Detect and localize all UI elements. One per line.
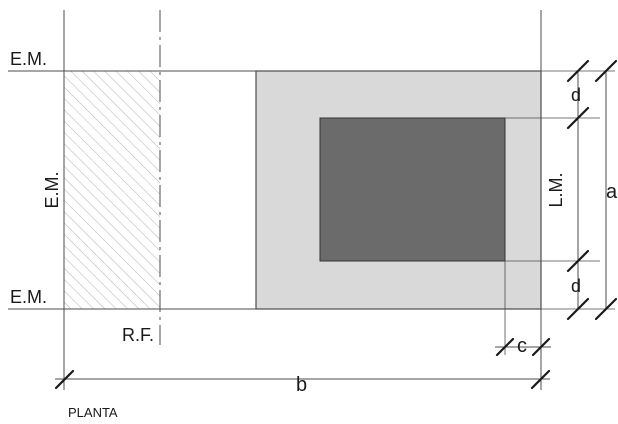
c-right-tick <box>531 337 551 357</box>
a-bottom-tick <box>594 297 618 321</box>
dim-a-label: a <box>606 181 618 203</box>
c-left-tick <box>495 337 515 357</box>
d-top-tick-1 <box>566 59 590 83</box>
d-bottom-tick-1 <box>566 249 590 273</box>
d-bottom-tick-2 <box>566 297 590 321</box>
lm-vertical-label: L.M. <box>546 172 566 207</box>
column-rectangle <box>319 117 506 262</box>
em-bottom-label: E.M. <box>10 287 47 307</box>
rf-label: R.F. <box>122 325 154 345</box>
view-title: PLANTA <box>68 405 118 420</box>
dim-d-bottom-label: d <box>571 276 581 296</box>
dim-c-label: c <box>517 335 527 357</box>
d-top-tick-2 <box>566 106 590 130</box>
b-left-tick <box>54 369 75 390</box>
dim-d-top-label: d <box>571 85 581 105</box>
em-top-label: E.M. <box>10 49 47 69</box>
hatched-wall-strip <box>64 71 160 309</box>
b-right-tick <box>530 369 551 390</box>
a-top-tick <box>594 59 618 83</box>
dim-b-label: b <box>296 374 307 396</box>
em-vertical-label: E.M. <box>42 171 62 208</box>
